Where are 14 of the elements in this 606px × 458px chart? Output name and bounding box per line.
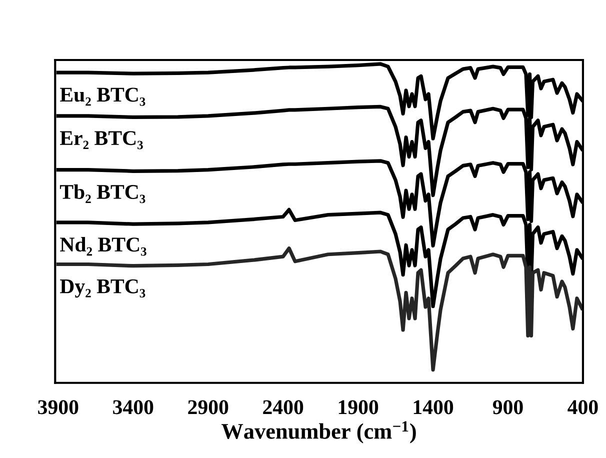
- x-tick-label: 900: [492, 400, 523, 414]
- x-axis-title: Wavenumber (cm$^{−1}$): [221, 421, 416, 444]
- x-tick-label: 400: [568, 400, 598, 414]
- series-label: Eu₂ BTC₃: [60, 88, 146, 106]
- x-tick-label: 2900: [188, 400, 228, 414]
- x-tick-label: 1900: [338, 400, 378, 414]
- x-tick-label: 1400: [414, 400, 454, 414]
- x-tick-label: 3400: [113, 400, 154, 414]
- series-label: Dy₂ BTC₃: [60, 279, 146, 298]
- series-label: Tb₂ BTC₃: [60, 184, 146, 204]
- x-tick-label: 2400: [263, 400, 304, 414]
- series-label: Er₂ BTC₃: [60, 131, 143, 150]
- x-tick-label: 3900: [38, 400, 78, 414]
- series-label: Nd₂ BTC₃: [60, 236, 146, 256]
